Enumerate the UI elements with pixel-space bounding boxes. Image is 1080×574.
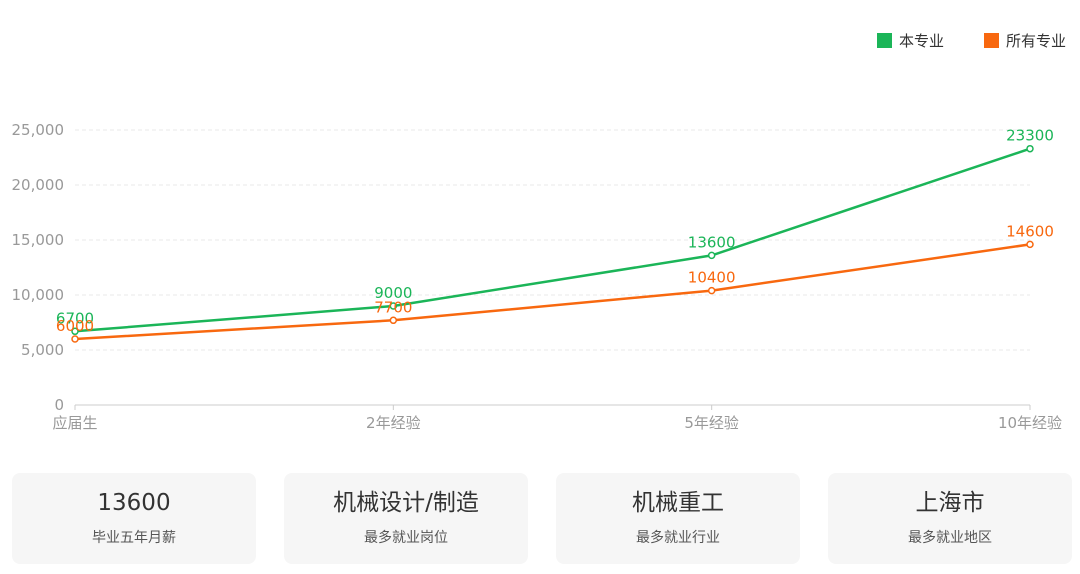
legend-item-major[interactable]: 本专业	[876, 30, 944, 51]
data-point	[707, 251, 716, 260]
card-value-position: 机械设计/制造	[333, 489, 479, 516]
data-label: 10400	[688, 269, 736, 287]
data-label: 6700	[56, 309, 94, 327]
summary-cards: 13600 毕业五年月薪 机械设计/制造 最多就业岗位 机械重工 最多就业行业 …	[12, 473, 1072, 564]
series-line-major	[74, 147, 1031, 333]
data-point	[389, 316, 398, 325]
card-label-salary: 毕业五年月薪	[92, 530, 176, 547]
summary-card-salary: 13600 毕业五年月薪	[12, 473, 256, 564]
data-label: 23300	[1006, 127, 1054, 145]
summary-card-position: 机械设计/制造 最多就业岗位	[284, 473, 528, 564]
x-tick-label: 5年经验	[684, 414, 739, 432]
summary-card-region: 上海市 最多就业地区	[828, 473, 1072, 564]
legend-label-all-majors: 所有专业	[1005, 32, 1066, 50]
y-tick-label: 10,000	[12, 286, 65, 304]
card-value-industry: 机械重工	[632, 489, 724, 516]
data-point	[707, 286, 716, 295]
chart-legend: 本专业 所有专业	[876, 30, 1066, 51]
x-tick-label: 应届生	[52, 414, 97, 432]
data-point	[389, 302, 398, 310]
legend-item-all-majors[interactable]: 所有专业	[983, 30, 1066, 51]
data-label: 14600	[1006, 222, 1054, 240]
data-point	[1026, 240, 1034, 249]
y-tick-label: 25,000	[12, 121, 65, 139]
legend-label-major: 本专业	[898, 32, 944, 50]
data-label: 13600	[688, 233, 736, 251]
data-label: 6000	[56, 317, 94, 335]
card-label-position: 最多就业岗位	[364, 530, 448, 547]
x-tick-label: 2年经验	[366, 414, 421, 432]
series-line-all-majors	[74, 243, 1031, 341]
y-tick-label: 20,000	[12, 176, 65, 194]
data-point	[71, 335, 79, 343]
data-point	[71, 327, 79, 336]
y-tick-label: 0	[54, 396, 64, 414]
data-label: 7700	[374, 298, 412, 316]
card-value-salary: 13600	[97, 489, 171, 516]
card-value-region: 上海市	[915, 489, 985, 516]
x-tick-label: 10年经验	[998, 414, 1062, 432]
y-tick-label: 5,000	[21, 341, 64, 359]
summary-card-industry: 机械重工 最多就业行业	[556, 473, 800, 564]
data-label: 9000	[374, 284, 412, 302]
line-chart: 0 5,000 10,000 15,000 20,000 25,000 应届生 2年经验 5年经…	[12, 121, 1063, 432]
card-label-industry: 最多就业行业	[636, 530, 720, 547]
y-tick-label: 15,000	[12, 231, 65, 249]
data-point	[1026, 144, 1034, 153]
legend-swatch-major	[876, 33, 892, 48]
legend-swatch-all-majors	[983, 33, 999, 48]
card-label-region: 最多就业地区	[908, 530, 992, 547]
